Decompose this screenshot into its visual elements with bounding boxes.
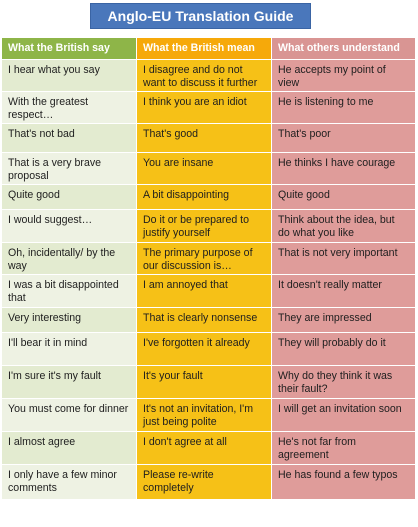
table-cell-british-mean: I don't agree at all [137,432,272,465]
table-cell-british-say: You must come for dinner [2,399,137,432]
table-cell-british-say: I almost agree [2,432,137,465]
table-cell-others-understand: Quite good [272,185,416,210]
table-cell-others-understand: He thinks I have courage [272,153,416,185]
table-cell-others-understand: Why do they think it was their fault? [272,366,416,399]
table-cell-british-mean: I am annoyed that [137,275,272,308]
table-cell-british-say: Quite good [2,185,137,210]
table-cell-british-mean: It's not an invitation, I'm just being p… [137,399,272,432]
table-cell-others-understand: They are impressed [272,308,416,333]
table-cell-british-mean: The primary purpose of our discussion is… [137,243,272,275]
title-area: Anglo-EU Translation Guide [0,0,418,36]
table-cell-others-understand: He accepts my point of view [272,60,416,92]
table-cell-british-say: Oh, incidentally/ by the way [2,243,137,275]
table-cell-others-understand: Think about the idea, but do what you li… [272,210,416,243]
table-cell-british-mean: I think you are an idiot [137,92,272,124]
table-cell-british-mean: That is clearly nonsense [137,308,272,333]
table-cell-british-say: I was a bit disappointed that [2,275,137,308]
table-cell-british-mean: You are insane [137,153,272,185]
table-cell-british-say: With the greatest respect… [2,92,137,124]
table-cell-british-say: I'll bear it in mind [2,333,137,366]
table-cell-british-mean: It's your fault [137,366,272,399]
table-cell-british-say: I'm sure it's my fault [2,366,137,399]
table-cell-british-say: That's not bad [2,124,137,153]
table-cell-british-say: I hear what you say [2,60,137,92]
table-cell-others-understand: He is listening to me [272,92,416,124]
table-cell-british-mean: Please re-write completely [137,465,272,500]
table-cell-british-mean: Do it or be prepared to justify yourself [137,210,272,243]
table-cell-british-say: I would suggest… [2,210,137,243]
table-cell-british-mean: That's good [137,124,272,153]
table-cell-british-say: That is a very brave proposal [2,153,137,185]
table-cell-british-say: Very interesting [2,308,137,333]
translation-table: What the British say What the British me… [2,38,416,500]
table-cell-others-understand: That's poor [272,124,416,153]
table-cell-british-mean: A bit disappointing [137,185,272,210]
page-title: Anglo-EU Translation Guide [90,3,311,29]
table-cell-others-understand: He has found a few typos [272,465,416,500]
table-cell-british-mean: I disagree and do not want to discuss it… [137,60,272,92]
column-header-others-understand: What others understand [272,38,416,60]
table-cell-others-understand: That is not very important [272,243,416,275]
column-header-british-mean: What the British mean [137,38,272,60]
column-header-british-say: What the British say [2,38,137,60]
table-cell-others-understand: They will probably do it [272,333,416,366]
table-cell-british-say: I only have a few minor comments [2,465,137,500]
table-cell-others-understand: He's not far from agreement [272,432,416,465]
table-cell-others-understand: I will get an invitation soon [272,399,416,432]
table-cell-british-mean: I've forgotten it already [137,333,272,366]
table-cell-others-understand: It doesn't really matter [272,275,416,308]
